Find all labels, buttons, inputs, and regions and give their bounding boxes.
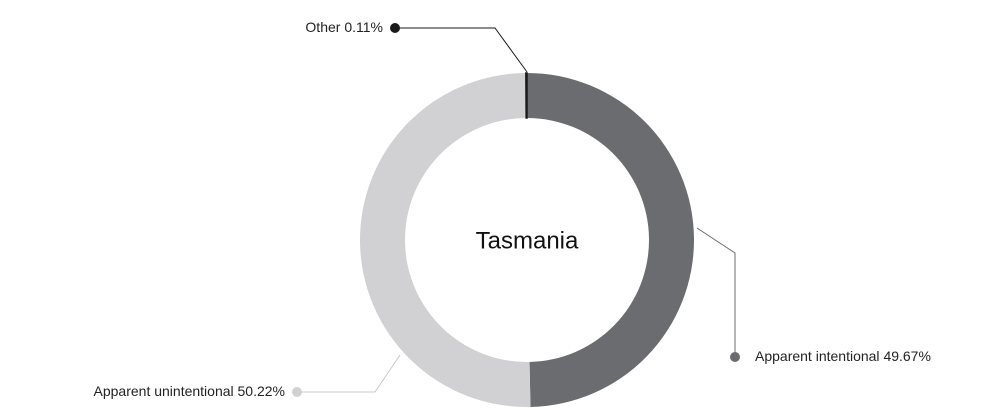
slice-value: 50.22% <box>238 383 285 399</box>
slice-label: Apparent unintentional 50.22% <box>94 383 285 399</box>
leader-line <box>696 227 736 357</box>
slice-category: Other <box>305 19 340 35</box>
slice-value: 49.67% <box>883 348 930 364</box>
slice-category: Apparent intentional <box>755 348 880 364</box>
legend-dot <box>390 23 400 33</box>
slice-value: 0.11% <box>344 19 383 35</box>
donut-segment <box>525 72 528 119</box>
slice-label: Apparent intentional 49.67% <box>755 348 931 364</box>
leader-line <box>395 27 528 73</box>
donut-segment <box>359 73 531 408</box>
slice-category: Apparent unintentional <box>94 383 234 399</box>
slice-label: Other 0.11% <box>305 19 383 35</box>
legend-dot <box>730 352 740 362</box>
center-label: Tasmania <box>476 227 579 254</box>
legend-dot <box>292 387 302 397</box>
leader-line <box>297 354 401 393</box>
donut-segment <box>527 73 694 407</box>
